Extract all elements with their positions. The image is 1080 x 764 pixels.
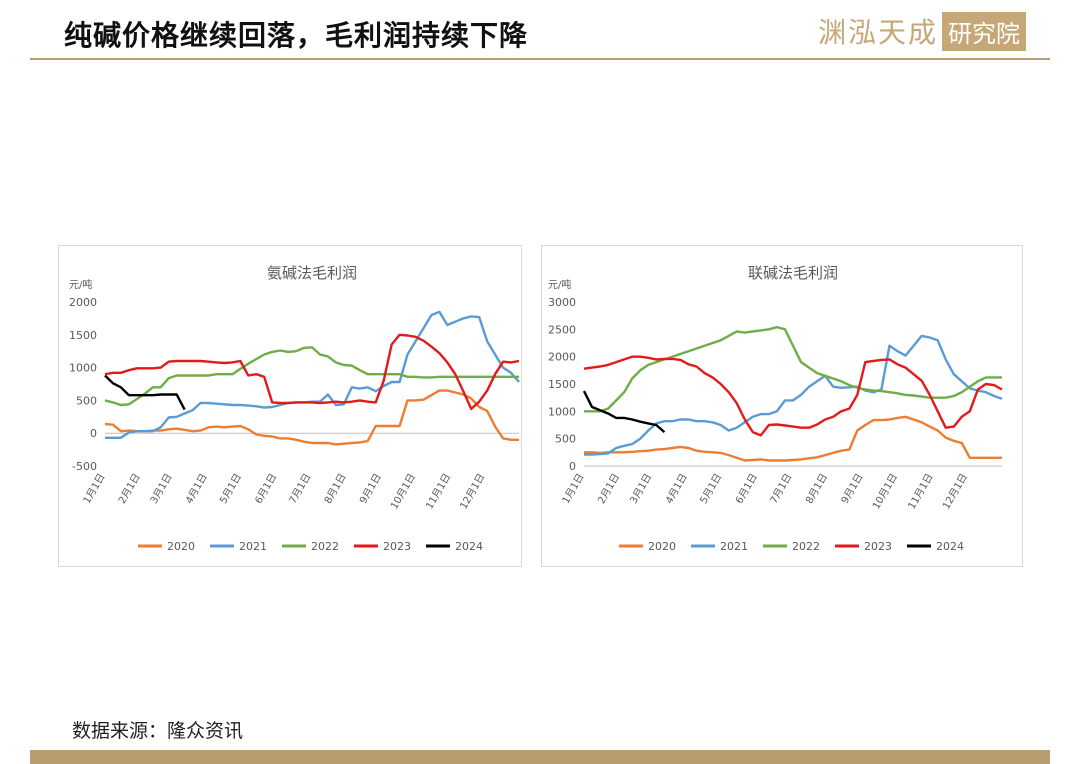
x-tick-label: 4月1日 <box>663 472 690 506</box>
x-tick-label: 2月1日 <box>595 472 622 506</box>
y-tick-label: 3000 <box>548 296 576 309</box>
x-tick-label: 12月1日 <box>458 472 488 512</box>
x-tick-label: 9月1日 <box>357 472 384 506</box>
series-line-2023 <box>104 333 520 411</box>
series-line-2024 <box>582 390 666 434</box>
y-tick-label: 0 <box>569 460 576 473</box>
series-line-2024 <box>104 374 186 411</box>
legend-label-2020: 2020 <box>167 540 195 553</box>
x-tick-label: 12月1日 <box>940 472 970 512</box>
x-tick-label: 3月1日 <box>148 472 175 506</box>
legend-label-2024: 2024 <box>455 540 483 553</box>
series-line-2022 <box>584 325 1002 413</box>
header-divider <box>30 58 1050 60</box>
x-tick-label: 10月1日 <box>870 472 900 512</box>
chart-title: 联碱法毛利润 <box>748 264 838 282</box>
x-tick-label: 11月1日 <box>906 472 936 512</box>
x-tick-label: 8月1日 <box>803 472 830 506</box>
chart-panel-ammonia-soda: 氨碱法毛利润元/吨 -500 0 500 1000 1500 2000 1月1日 2月1日 3月1… <box>58 245 522 567</box>
legend-label-2023: 2023 <box>383 540 411 553</box>
y-tick-label: 2000 <box>548 351 576 364</box>
x-tick-label: 5月1日 <box>698 472 725 506</box>
legend-label-2021: 2021 <box>239 540 267 553</box>
y-tick-label: -500 <box>72 460 97 473</box>
x-tick-label: 2月1日 <box>116 472 143 506</box>
y-tick-label: 2500 <box>548 323 576 336</box>
x-tick-label: 7月1日 <box>287 472 314 506</box>
x-tick-label: 3月1日 <box>628 472 655 506</box>
brand-logo: 渊泓天成 研究院 <box>817 11 1026 51</box>
y-tick-label: 1000 <box>69 362 97 375</box>
x-tick-label: 9月1日 <box>839 472 866 506</box>
series-line-2022 <box>104 346 519 407</box>
y-tick-label: 500 <box>76 394 97 407</box>
y-tick-label: 2000 <box>69 296 97 309</box>
y-tick-label: 1500 <box>548 378 576 391</box>
legend-label-2020: 2020 <box>648 540 676 553</box>
legend-label-2024: 2024 <box>936 540 964 553</box>
chart-panel-joint-soda: 联碱法毛利润元/吨 0 500 1000 1500 2000 2500 3000 1月1日 2月1… <box>541 245 1023 567</box>
page-title: 纯碱价格继续回落，毛利润持续下降 <box>64 19 529 52</box>
series-line-2021 <box>584 334 1003 456</box>
y-axis-unit: 元/吨 <box>69 278 92 291</box>
footer-bar <box>30 750 1050 764</box>
x-tick-label: 11月1日 <box>423 472 453 512</box>
x-tick-label: 6月1日 <box>253 472 280 506</box>
legend-label-2021: 2021 <box>720 540 748 553</box>
chart-title: 氨碱法毛利润 <box>267 264 357 282</box>
y-tick-label: 1500 <box>69 329 97 342</box>
x-tick-label: 10月1日 <box>388 472 418 512</box>
x-tick-label: 4月1日 <box>183 472 210 506</box>
series-line-2020 <box>104 389 519 446</box>
logo-text: 渊泓天成 <box>817 16 938 49</box>
legend-label-2023: 2023 <box>864 540 892 553</box>
legend-label-2022: 2022 <box>311 540 339 553</box>
legend-label-2022: 2022 <box>792 540 820 553</box>
y-tick-label: 1000 <box>548 405 576 418</box>
x-tick-label: 5月1日 <box>217 472 244 506</box>
x-tick-label: 7月1日 <box>768 472 795 506</box>
y-tick-label: 0 <box>90 427 97 440</box>
y-tick-label: 500 <box>555 433 576 446</box>
x-tick-label: 8月1日 <box>322 472 349 506</box>
series-line-2023 <box>583 355 1003 437</box>
data-source: 数据来源：隆众资讯 <box>72 720 244 742</box>
logo-box: 研究院 <box>942 11 1026 51</box>
series-line-2020 <box>584 415 1002 462</box>
x-tick-label: 1月1日 <box>560 472 587 506</box>
x-tick-label: 1月1日 <box>81 472 108 506</box>
y-axis-unit: 元/吨 <box>548 278 571 291</box>
x-tick-label: 6月1日 <box>733 472 760 506</box>
